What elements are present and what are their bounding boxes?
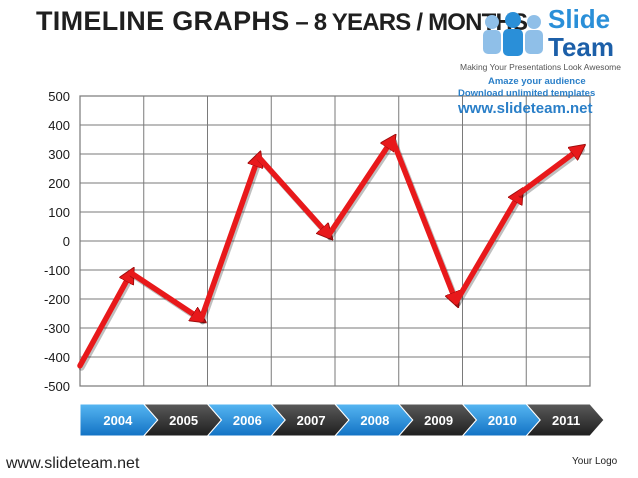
data-point [327, 234, 330, 237]
series-segment [77, 273, 131, 369]
y-tick-label: -400 [44, 350, 70, 365]
series-segment [128, 270, 201, 319]
logo-url: www.slideteam.net [458, 100, 593, 117]
y-tick-labels: 500 400 300 200 100 0 -100 -200 -300 -400 -500 [44, 89, 70, 394]
logo-tagline: Making Your Presentations Look Awesome [460, 62, 621, 72]
people-icon [483, 12, 543, 56]
data-point [257, 155, 260, 158]
year-tab [525, 403, 605, 437]
series-segment [517, 148, 581, 196]
title-main: TIMELINE GRAPHS [36, 6, 290, 36]
year-label: 2005 [169, 413, 198, 428]
grid [79, 95, 591, 387]
data-point [200, 318, 203, 321]
y-tick-label: 400 [48, 118, 70, 133]
series-segment [255, 154, 329, 235]
y-tick-label: -100 [44, 263, 70, 278]
y-tick-label: 0 [63, 234, 70, 249]
logo-download-text: Download unlimited templates [458, 88, 596, 99]
year-label: 2009 [424, 413, 453, 428]
year-tabs: 2004 2005 2006 2007 2008 2009 2010 2011 [79, 403, 605, 437]
data-point [455, 300, 458, 303]
series-segment [198, 157, 258, 323]
series-segment [389, 136, 456, 302]
y-tick-label: -200 [44, 292, 70, 307]
footer-url: www.slideteam.net [6, 455, 140, 472]
year-label: 2011 [552, 413, 580, 428]
year-label: 2006 [233, 413, 262, 428]
y-tick-label: 200 [48, 176, 70, 191]
logo-amaze-text: Amaze your audience [488, 76, 586, 87]
data-point [130, 271, 132, 274]
year-label: 2004 [103, 413, 133, 428]
y-tick-label: 500 [48, 89, 70, 104]
y-tick-label: 100 [48, 205, 70, 220]
data-point [391, 138, 394, 141]
y-tick-label: -300 [44, 321, 70, 336]
logo-brand-line2: Team [548, 32, 614, 62]
footer-logo-text: Your Logo [572, 456, 618, 467]
slideteam-logo: Slide Team Making Your Presentations Loo… [452, 2, 638, 122]
y-tick-label: 300 [48, 147, 70, 162]
series-segment [325, 140, 393, 238]
y-tick-label: -500 [44, 379, 70, 394]
series-segment [453, 193, 520, 305]
year-label: 2008 [360, 413, 389, 428]
year-label: 2007 [297, 413, 326, 428]
logo-brand-line1: Slide [548, 4, 611, 34]
year-label: 2010 [488, 413, 517, 428]
data-point [518, 192, 521, 195]
series-line [77, 136, 582, 371]
data-point [579, 147, 582, 150]
